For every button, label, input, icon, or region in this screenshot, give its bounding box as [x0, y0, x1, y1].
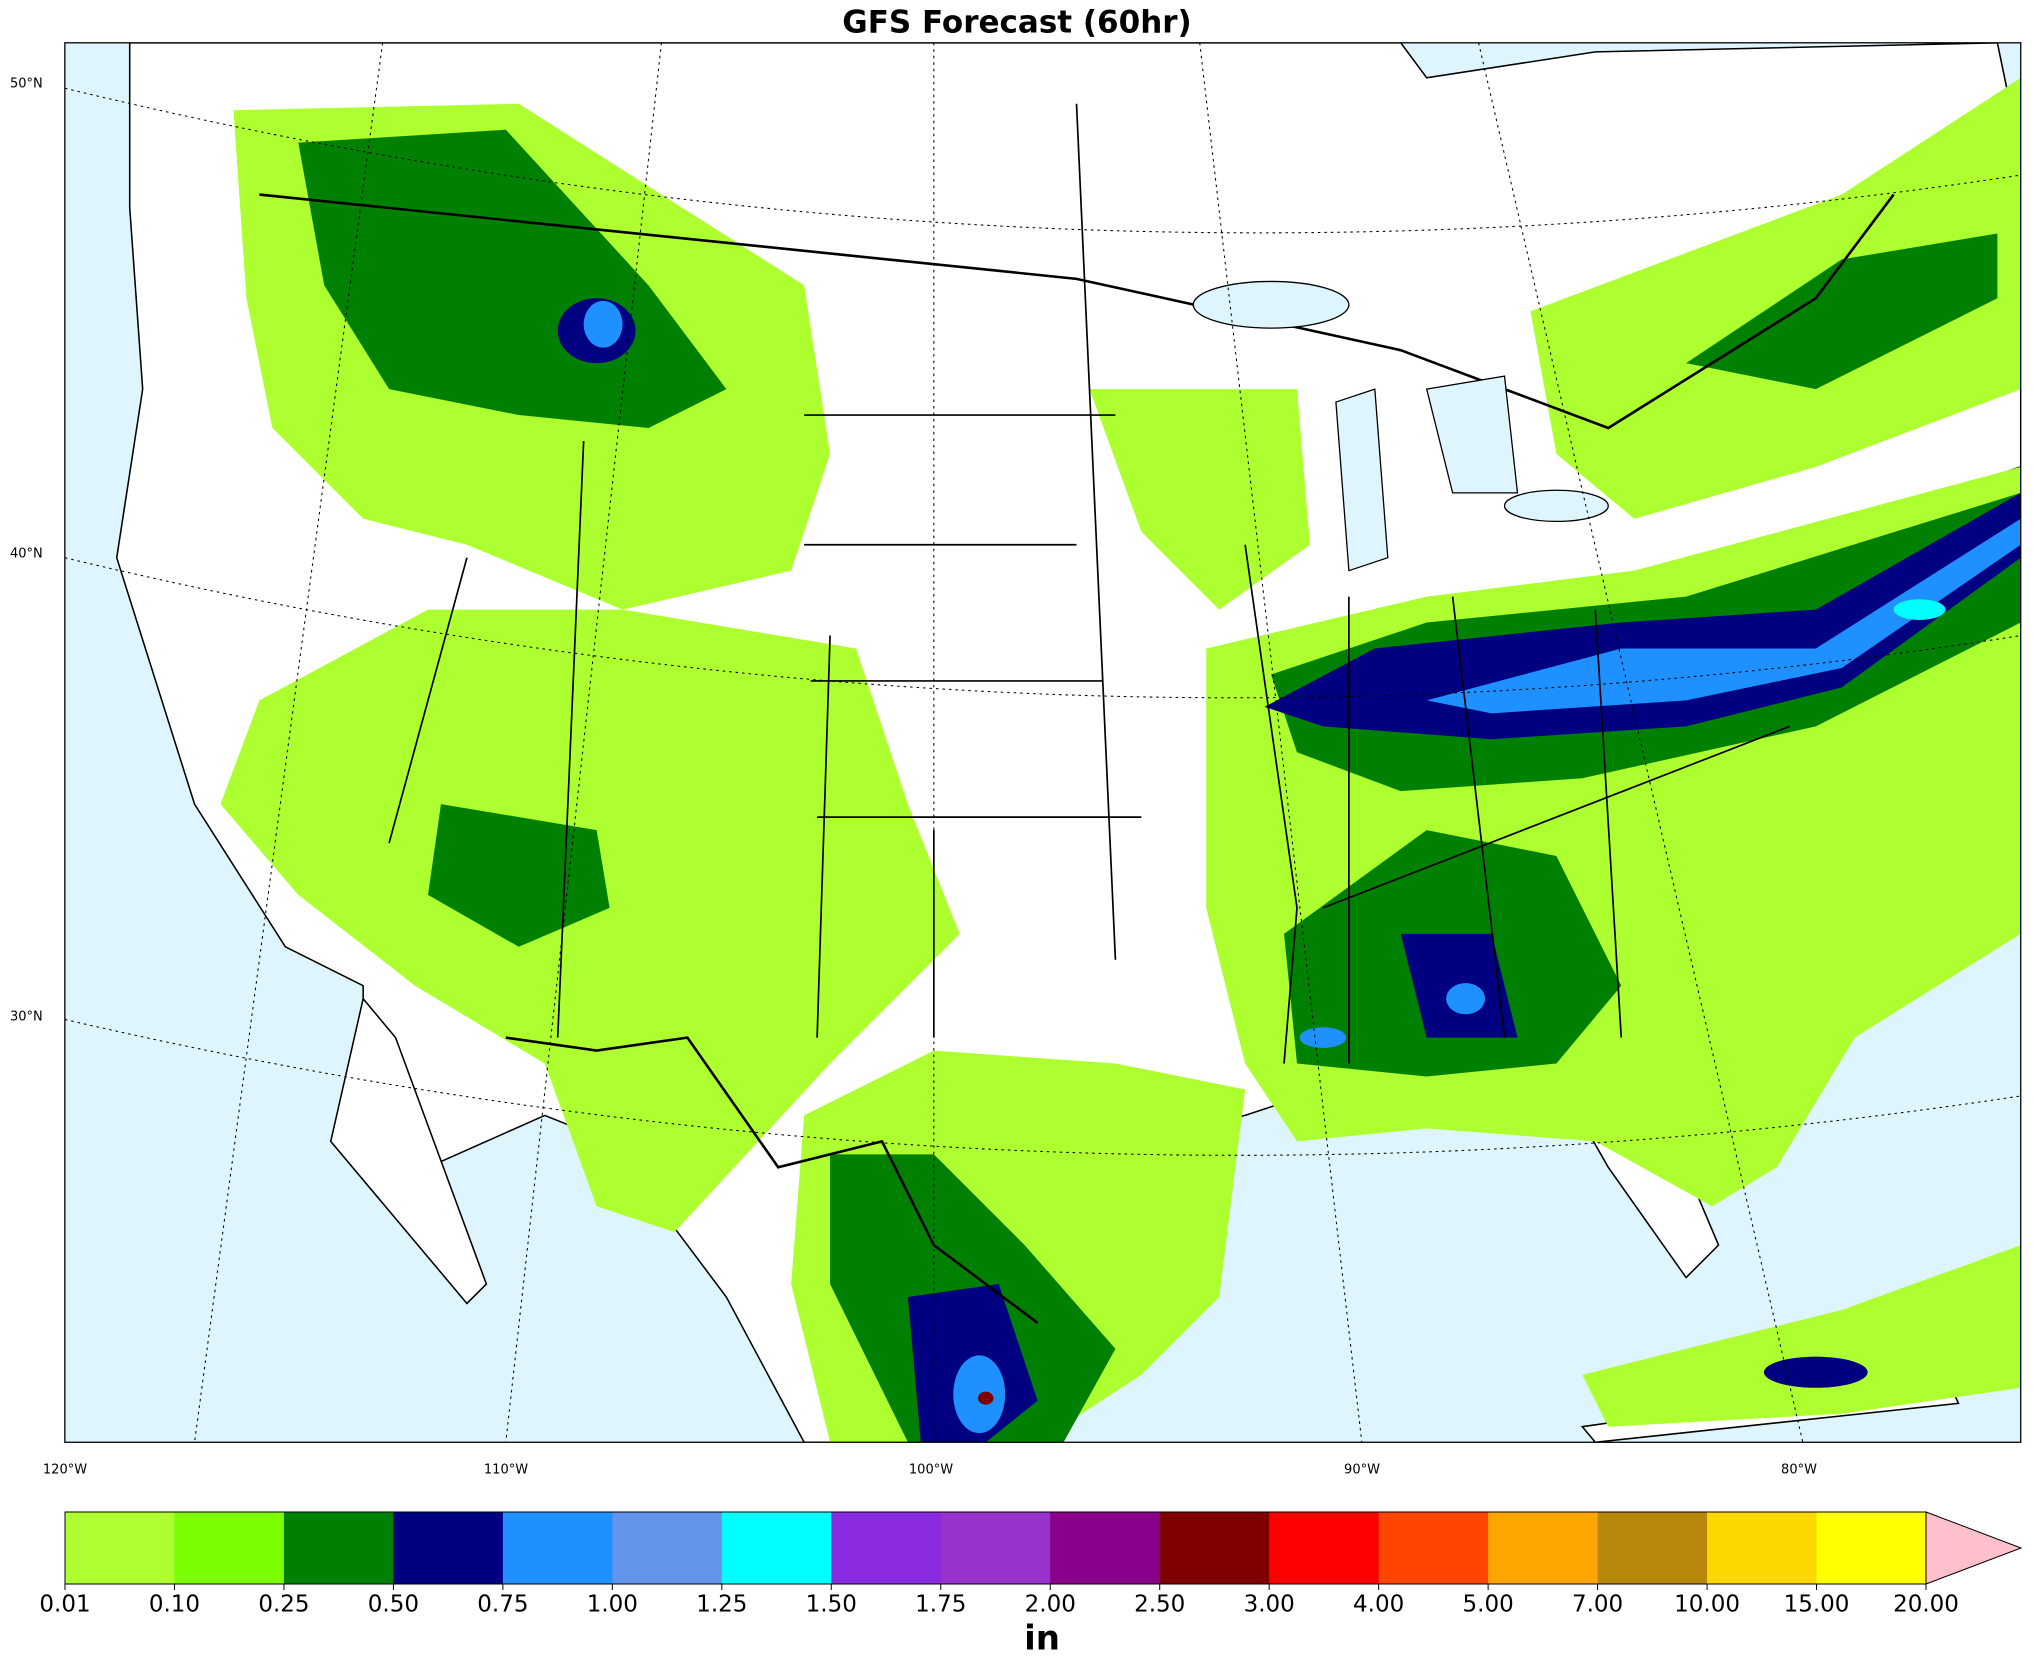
colorbar-tick-label: 20.00	[1893, 1592, 1959, 1618]
lon-labels: 120°W 110°W 100°W 90°W 80°W	[43, 1463, 1817, 1478]
lon-label: 110°W	[484, 1463, 528, 1478]
colorbar-tick-label: 1.75	[915, 1592, 966, 1618]
colorbar-tick-label: 0.25	[258, 1592, 309, 1618]
colorbar-swatch	[612, 1512, 723, 1584]
colorbar-tick-label: 0.75	[477, 1592, 528, 1618]
colorbar-tick-label: 1.25	[696, 1592, 747, 1618]
precip-very-heavy	[583, 300, 2021, 1434]
colorbar-tick-label: 0.10	[149, 1592, 200, 1618]
precip-max	[977, 1391, 994, 1405]
colorbar-tick-label: 0.01	[39, 1592, 90, 1618]
graticule	[64, 42, 2021, 1443]
colorbar-swatch	[174, 1512, 285, 1584]
colorbar-swatch	[65, 1512, 175, 1584]
colorbar-swatch	[831, 1512, 942, 1584]
lakes	[1192, 280, 1609, 572]
colorbar-swatch	[393, 1512, 504, 1584]
colorbar-tick-label: 7.00	[1572, 1592, 1623, 1618]
colorbar-swatch	[1707, 1512, 1818, 1584]
colorbar-swatch	[1050, 1512, 1161, 1584]
colorbar-swatch	[1378, 1512, 1489, 1584]
colorbar-tick-label: 1.50	[806, 1592, 857, 1618]
colorbar-swatch	[502, 1512, 613, 1584]
map	[64, 42, 2022, 1443]
lat-label: 50°N	[10, 77, 43, 92]
precip-extreme	[1893, 599, 1946, 620]
lon-label: 80°W	[1781, 1463, 1817, 1478]
lat-label: 30°N	[10, 1010, 43, 1025]
lon-label: 90°W	[1344, 1463, 1380, 1478]
colorbar-extend	[1925, 1511, 2023, 1585]
colorbar-tick-label: 0.50	[368, 1592, 419, 1618]
lon-label: 120°W	[43, 1463, 87, 1478]
colorbar-tick-label: 10.00	[1674, 1592, 1740, 1618]
colorbar-swatch	[1597, 1512, 1708, 1584]
colorbar-tick-label: 2.00	[1025, 1592, 1076, 1618]
colorbar-swatch	[940, 1512, 1051, 1584]
colorbar-tick-label: 15.00	[1784, 1592, 1850, 1618]
colorbar-tick-label: 5.00	[1463, 1592, 1514, 1618]
colorbar-tick-label: 3.00	[1244, 1592, 1295, 1618]
colorbar-frame	[64, 1511, 1927, 1585]
baja	[329, 996, 488, 1305]
colorbar-tick-label: 1.00	[587, 1592, 638, 1618]
colorbar: 0.01 0.10 0.25 0.50 0.75 1.00 1.25 1.50 1.75 2.00…	[39, 1511, 2023, 1618]
colorbar-unit: in	[1024, 1619, 1060, 1659]
colorbar-swatch	[1159, 1512, 1270, 1584]
colorbar-swatch	[1488, 1512, 1599, 1584]
colorbar-swatch	[1816, 1512, 1927, 1584]
colorbar-tick-label: 4.00	[1353, 1592, 1404, 1618]
colorbar-tick-label: 2.50	[1134, 1592, 1185, 1618]
lon-label: 100°W	[909, 1463, 953, 1478]
lat-labels: 50°N 40°N 30°N	[10, 77, 43, 1025]
colorbar-swatch	[283, 1512, 394, 1584]
colorbar-swatch	[1269, 1512, 1380, 1584]
map-frame	[64, 42, 2022, 1443]
colorbar-swatch	[721, 1512, 832, 1584]
title: GFS Forecast (60hr)	[842, 5, 1191, 41]
lat-label: 40°N	[10, 547, 43, 562]
